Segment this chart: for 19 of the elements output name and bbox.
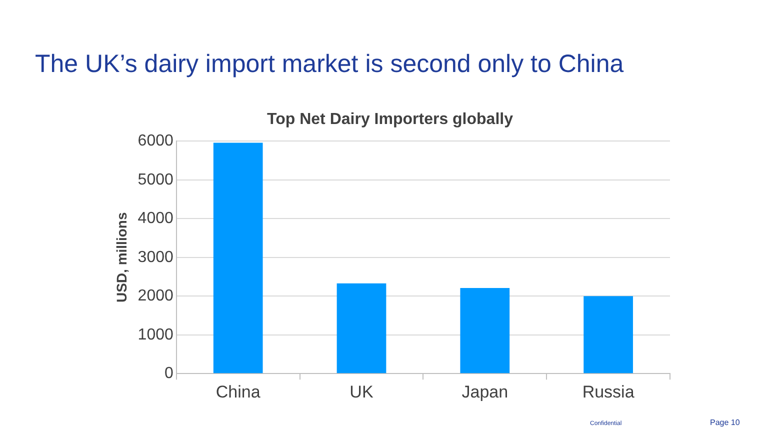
y-tick-label: 4000 [138, 210, 174, 228]
y-axis-title: USD, millions [113, 212, 130, 303]
x-tick-label: China [216, 382, 261, 402]
y-tick-label: 0 [164, 365, 174, 382]
chart-title: The UK’s dairy import market is second only to China [35, 50, 624, 79]
y-tick-label: 2000 [138, 288, 174, 305]
x-tick-label: Russia [582, 382, 635, 402]
y-tick-label: 5000 [138, 171, 174, 188]
text: Page 10 [710, 418, 740, 427]
y-tick-label: 6000 [138, 132, 174, 150]
bar [460, 288, 510, 374]
bar [336, 283, 386, 374]
chart-subtitle: Top Net Dairy Importers globally [267, 111, 514, 128]
bar [213, 142, 263, 374]
x-tick-label: UK [350, 382, 374, 402]
y-tick-label: 1000 [138, 326, 174, 344]
x-tick-label: Japan [462, 382, 508, 402]
bar [584, 296, 633, 374]
y-tick-label: 3000 [138, 248, 174, 266]
